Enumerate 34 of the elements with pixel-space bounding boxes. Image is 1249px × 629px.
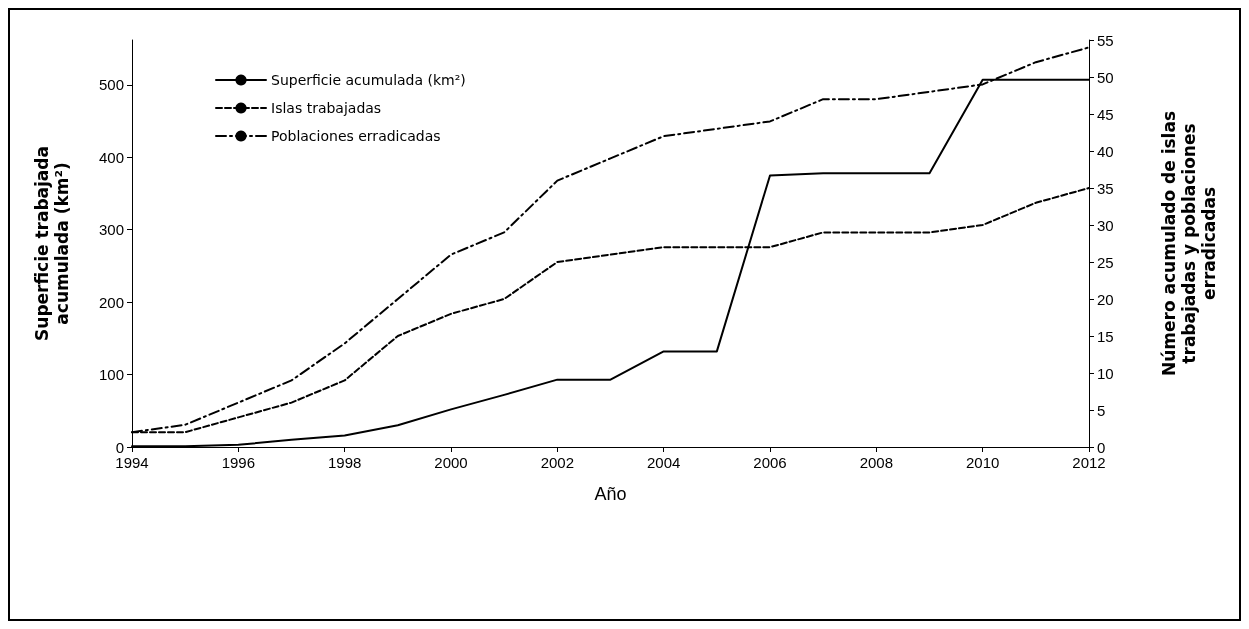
legend-label: Poblaciones erradicadas (271, 128, 441, 144)
y-tick-label: 300 (98, 221, 124, 239)
y-tick-label: 0 (115, 438, 124, 456)
y-tick-label: 500 (98, 76, 124, 94)
y2-tick-label: 15 (1097, 327, 1114, 345)
y2-tick-label: 5 (1097, 401, 1106, 419)
y-axis-title: Superficie trabajada acumulada (km²) (32, 146, 72, 341)
x-tick-label: 2006 (753, 454, 787, 471)
x-tick-label: 1994 (115, 454, 149, 471)
y-tick-label: 400 (98, 148, 124, 166)
x-tick-label: 2010 (965, 454, 1000, 471)
y2-tick-label: 0 (1097, 438, 1106, 456)
x-tick-label: 1998 (327, 454, 362, 471)
y2-tick-label: 35 (1097, 179, 1114, 197)
y2-tick-label: 20 (1097, 290, 1114, 308)
y2-tick-label: 30 (1097, 216, 1114, 234)
x-tick-label: 2004 (646, 454, 681, 471)
x-tick-label: 2012 (1072, 454, 1106, 471)
legend-label: Superficie acumulada (km²) (271, 72, 466, 88)
y2-axis-title: Número acumulado de islas trabajadas y poblaciones erradicadas (1159, 110, 1219, 377)
y2-tick-label: 50 (1097, 68, 1114, 86)
legend-label: Islas trabajadas (271, 100, 382, 116)
x-tick-label: 2008 (859, 454, 894, 471)
y2-tick-label: 40 (1097, 142, 1114, 160)
y2-tick-label: 10 (1097, 364, 1114, 382)
y2-tick-label: 25 (1097, 253, 1114, 271)
y2-tick-label: 45 (1097, 105, 1114, 123)
x-tick-label: 2002 (540, 454, 575, 471)
x-tick-label: 1996 (221, 454, 256, 471)
y-tick-label: 200 (98, 293, 124, 311)
y-tick-label: 100 (98, 366, 124, 384)
x-axis-title: Año (594, 484, 627, 504)
x-tick-label: 2000 (434, 454, 468, 471)
y2-tick-label: 55 (1097, 31, 1114, 49)
